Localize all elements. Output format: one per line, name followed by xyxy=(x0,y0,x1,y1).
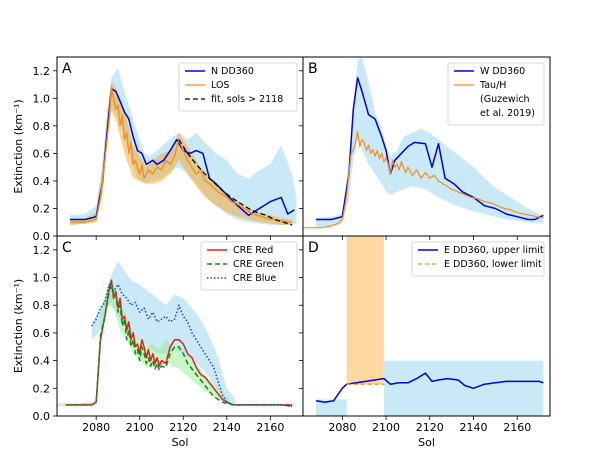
x-tick-label: 2100 xyxy=(372,421,400,434)
y-tick-label: 1.0 xyxy=(33,272,51,285)
panel-b: B W DD360 Tau/H (Guzewich et al. 2019) xyxy=(299,56,551,240)
legend-entry: fit, sols > 2118 xyxy=(211,94,283,105)
series-line xyxy=(65,279,293,408)
uncertainty-band xyxy=(70,81,293,225)
panel-d: 2080 2100 2120 2140 2160 Sol D E DD360, upper l… xyxy=(299,235,551,449)
uncertainty-band xyxy=(383,360,544,416)
uncertainty-band xyxy=(316,399,347,416)
legend-entry: CRE Red xyxy=(233,245,273,256)
x-tick-label: 2080 xyxy=(82,421,110,434)
y-tick-label: 0.0 xyxy=(33,410,51,423)
panel-c: 2080 2100 2120 2140 2160 0.0 0.2 0.4 0.6 0.8 1.0 1.… xyxy=(12,235,304,449)
panel-letter: C xyxy=(62,240,72,256)
y-axis-label: Extinction (km⁻¹) xyxy=(12,99,25,193)
legend-entry: CRE Blue xyxy=(233,273,276,284)
plot-area xyxy=(303,57,544,229)
x-tick-label: 2140 xyxy=(213,421,241,434)
axes-frame xyxy=(302,235,551,417)
x-axis-label: Sol xyxy=(418,436,435,449)
y-tick-label: 0.6 xyxy=(33,327,51,340)
panel-letter: D xyxy=(308,240,319,256)
y-tick-label: 0.8 xyxy=(33,299,51,312)
plot-area xyxy=(70,68,297,226)
uncertainty-band xyxy=(346,236,384,385)
legend-frame xyxy=(447,62,545,126)
legend-entry: E DD360, upper limit xyxy=(444,245,544,256)
legend-entry: CRE Green xyxy=(233,259,284,270)
panel-a: 0.0 0.2 0.4 0.6 0.8 1.0 1.2 Extinction (km⁻¹) A N… xyxy=(12,56,304,243)
uncertainty-band xyxy=(100,284,232,405)
x-tick-label: 2080 xyxy=(328,421,356,434)
series-line xyxy=(315,372,544,403)
legend: E DD360, upper limit E DD360, lower limit xyxy=(411,241,545,277)
uncertainty-band xyxy=(91,260,236,405)
y-tick-label: 0.8 xyxy=(33,120,51,133)
y-tick-label: 1.2 xyxy=(33,65,51,78)
panel-letter: B xyxy=(308,61,318,77)
y-tick-label: 0.2 xyxy=(33,202,51,215)
plot-area xyxy=(57,260,293,408)
series-line xyxy=(91,283,293,408)
legend-entry: et al. 2019) xyxy=(480,108,535,119)
y-tick-label: 0.6 xyxy=(33,147,51,160)
y-tick-label: 1.2 xyxy=(33,244,51,257)
series-line xyxy=(70,86,293,223)
legend-entry: LOS xyxy=(211,80,229,91)
y-tick-label: 1.0 xyxy=(33,92,51,105)
series-line xyxy=(316,76,544,221)
legend: N DD360 LOS fit, sols > 2118 xyxy=(178,62,298,112)
legend-entry: E DD360, lower limit xyxy=(444,259,542,270)
uncertainty-band xyxy=(316,57,544,228)
panel-letter: A xyxy=(62,61,72,77)
x-tick-label: 2100 xyxy=(126,421,154,434)
y-tick-label: 0.2 xyxy=(33,382,51,395)
plot-area xyxy=(315,236,544,416)
legend-frame xyxy=(178,62,298,112)
legend-frame xyxy=(411,241,545,277)
series-line xyxy=(303,130,544,229)
legend-entry: W DD360 xyxy=(480,66,525,77)
y-tick-label: 0.4 xyxy=(33,175,51,188)
x-tick-label: 2120 xyxy=(416,421,444,434)
y-axis-label: Extinction (km⁻¹) xyxy=(12,279,25,373)
legend: CRE Red CRE Green CRE Blue xyxy=(200,241,298,291)
x-tick-label: 2160 xyxy=(503,421,531,434)
x-tick-label: 2160 xyxy=(256,421,284,434)
series-line xyxy=(65,279,293,406)
legend-entry: Tau/H xyxy=(479,80,506,91)
y-tick-label: 0.4 xyxy=(33,355,51,368)
legend-entry: N DD360 xyxy=(211,66,254,77)
legend: W DD360 Tau/H (Guzewich et al. 2019) xyxy=(447,62,545,126)
legend-entry: (Guzewich xyxy=(480,94,530,105)
series-line xyxy=(178,139,293,226)
x-tick-label: 2120 xyxy=(169,421,197,434)
x-axis-label: Sol xyxy=(172,436,189,449)
x-tick-label: 2140 xyxy=(459,421,487,434)
y-tick-label: 0.0 xyxy=(33,230,51,243)
